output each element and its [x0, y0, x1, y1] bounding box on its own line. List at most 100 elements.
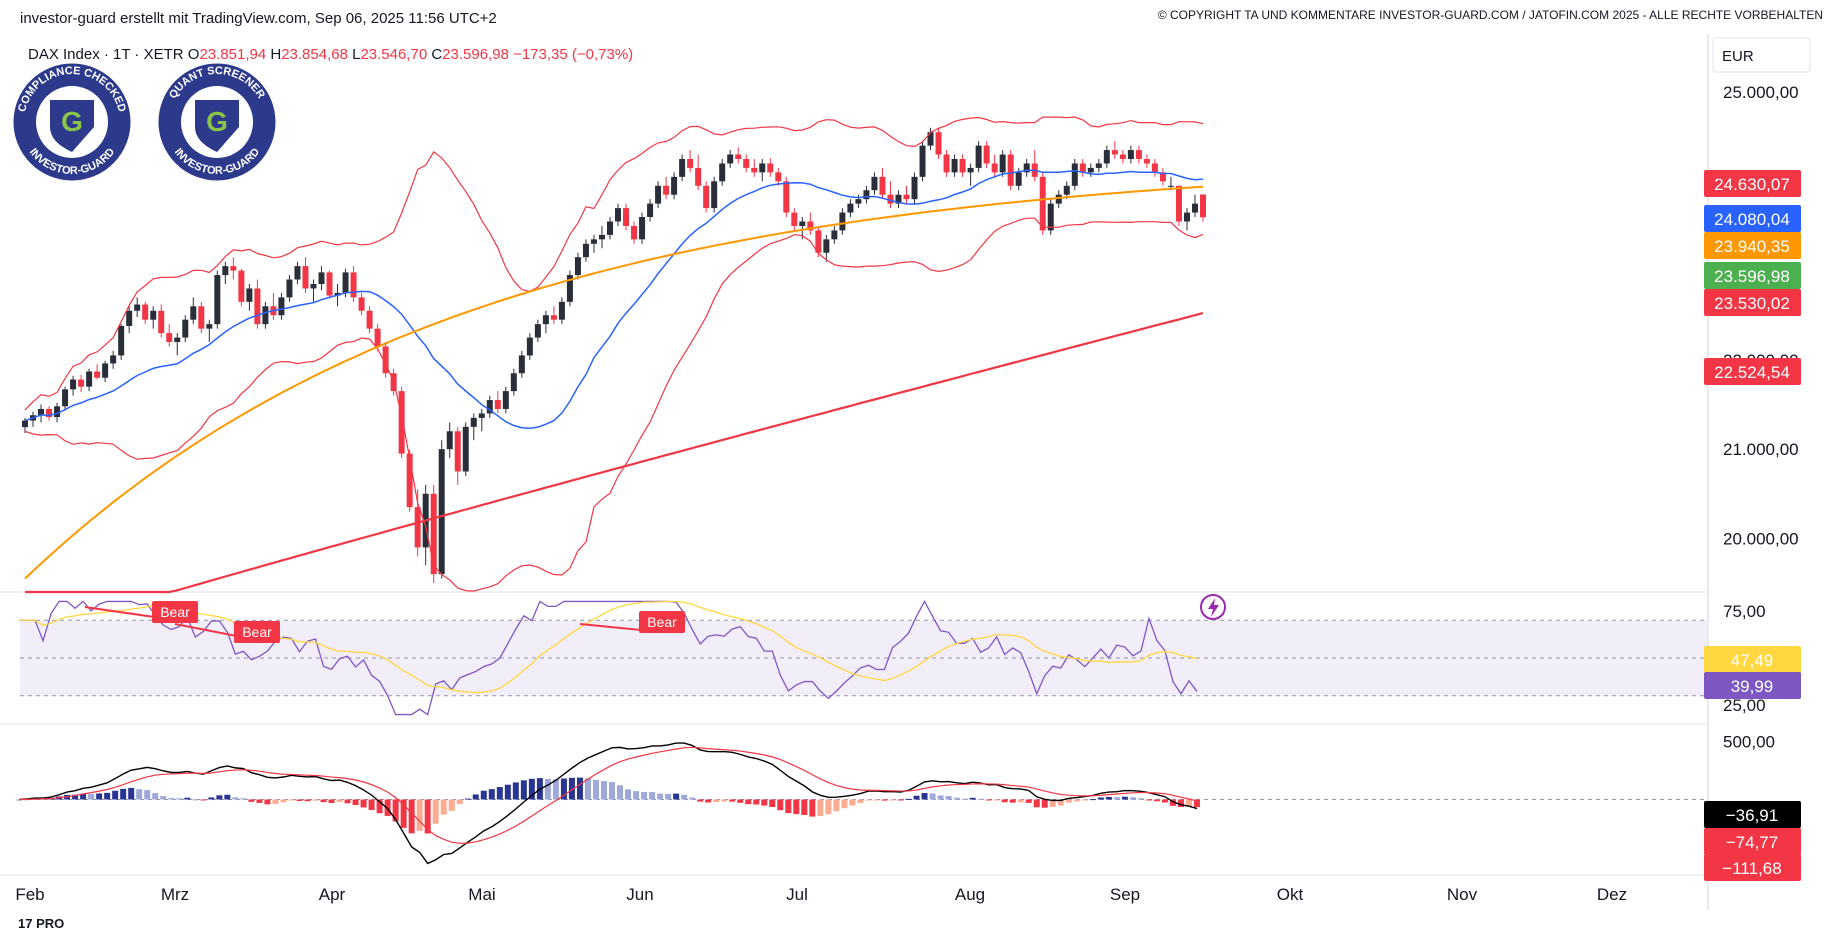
macd-bar: [600, 781, 607, 800]
macd-bar: [617, 785, 624, 800]
macd-bar: [192, 799, 199, 801]
candle-body: [1055, 194, 1062, 204]
x-axis-label-Jun: Jun: [626, 885, 653, 904]
candle-body: [751, 167, 758, 173]
macd-bar: [1049, 799, 1056, 807]
macd-bar: [376, 799, 383, 814]
macd-bar: [761, 799, 768, 806]
price-label-box: [1704, 232, 1801, 259]
candle-body: [566, 275, 573, 302]
macd-bar: [592, 779, 599, 800]
candle-body: [1063, 185, 1070, 195]
y-axis-tick: 20.000,00: [1723, 529, 1799, 548]
x-axis-label-Dez: Dez: [1597, 885, 1627, 904]
macd-bar: [657, 793, 664, 800]
candle-body: [967, 167, 974, 173]
candle-body: [318, 272, 325, 284]
candle-body: [470, 417, 477, 427]
candle-body: [1047, 203, 1054, 231]
macd-bar: [993, 799, 1000, 801]
candle-body: [983, 145, 990, 164]
candle-body: [598, 234, 605, 240]
macd-bar: [168, 798, 175, 800]
candle-body: [86, 371, 93, 387]
candle-body: [374, 328, 381, 347]
candle-body: [414, 507, 421, 548]
macd-bar: [1065, 799, 1072, 803]
macd-bar: [809, 799, 816, 817]
macd-bar: [176, 798, 183, 800]
candle-body: [1135, 150, 1142, 159]
macd-bar: [937, 795, 944, 800]
tradingview-logo[interactable]: 17 PRO: [18, 916, 65, 931]
macd-bar: [272, 799, 279, 804]
price-label-ma-long: 22.524,54: [1704, 358, 1801, 385]
candle-body: [687, 158, 694, 168]
candle-body: [406, 453, 413, 508]
price-label-text: 23.940,35: [1714, 237, 1790, 256]
macd-bar: [745, 799, 752, 805]
legend-part: 23.596,98: [442, 46, 509, 63]
candle-body: [1183, 212, 1190, 222]
candle-body: [94, 371, 101, 378]
macd-bar: [160, 796, 167, 800]
macd-bar: [184, 797, 191, 800]
macd-y-tick: 500,00: [1723, 732, 1775, 751]
macd-bar: [136, 789, 143, 800]
candle-body: [158, 310, 165, 334]
candle-body: [502, 391, 509, 409]
candle-body: [1151, 163, 1158, 173]
candle-body: [46, 408, 53, 418]
lightning-icon-glyph: [1208, 598, 1219, 617]
macd-bar: [528, 778, 535, 800]
candle-body: [22, 420, 28, 428]
candle-body: [911, 176, 918, 200]
rsi-value-box: [1704, 672, 1801, 699]
price-label-text: 24.080,04: [1714, 210, 1790, 229]
macd-bar: [88, 794, 95, 800]
candle-body: [494, 400, 501, 409]
candle-body: [791, 212, 798, 226]
candle-body: [951, 158, 958, 173]
macd-bar: [801, 799, 808, 815]
macd-bar: [945, 796, 952, 800]
candle-body: [70, 379, 77, 390]
macd-bar: [576, 777, 583, 800]
divergence-line: [84, 606, 176, 621]
macd-bar: [200, 799, 207, 801]
candle-body: [302, 266, 309, 289]
rsi-value-label: 47,49: [1704, 646, 1801, 673]
macd-bar: [1153, 799, 1160, 802]
macd-value-label: −111,68: [1704, 854, 1801, 881]
macd-bar: [1001, 799, 1008, 803]
macd-bar: [480, 790, 487, 800]
macd-bar: [841, 799, 848, 809]
candle-body: [134, 304, 141, 311]
price-label-box: [1704, 358, 1801, 385]
macd-bar: [929, 793, 936, 800]
lightning-icon: [1200, 594, 1226, 620]
macd-bar: [961, 798, 968, 800]
macd-bar: [977, 798, 984, 800]
macd-value-text: −111,68: [1722, 859, 1781, 878]
macd-value-label: −74,77: [1704, 828, 1801, 855]
candle-body: [126, 310, 133, 326]
macd-bar: [1145, 799, 1152, 801]
macd-bar: [344, 799, 351, 804]
candle-body: [671, 176, 678, 195]
price-label-text: 22.524,54: [1714, 363, 1790, 382]
candle-body: [935, 132, 942, 155]
candle-body: [110, 355, 117, 364]
macd-bar: [552, 779, 559, 800]
macd-bar: [264, 799, 271, 805]
candle-body: [286, 279, 293, 298]
candle-body: [927, 132, 934, 146]
candle-body: [959, 158, 966, 173]
y-axis-tick: 21.000,00: [1723, 440, 1799, 459]
macd-bar: [1129, 797, 1136, 800]
macd-bar: [769, 799, 776, 807]
macd-bar: [969, 797, 976, 800]
macd-bar: [248, 799, 255, 802]
macd-bar: [625, 789, 632, 800]
